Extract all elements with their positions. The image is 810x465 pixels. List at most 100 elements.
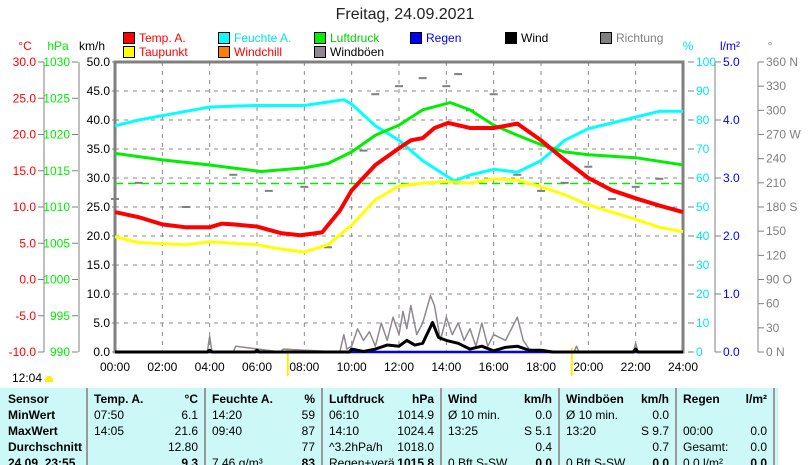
legend-swatch [505,32,517,44]
cell-value: 0.0 [750,424,767,438]
table-row: Ø 10 min. 0.0 [566,408,669,424]
axis-tick-label: 240 [766,152,786,166]
table-row: MaxWert [6,424,80,440]
axis-tick-label: 45.0 [87,84,111,98]
axis-tick-label: 1025 [43,91,70,105]
sun-icon [45,376,54,382]
axis-tick-label: 150 [766,224,786,238]
table-row: 77 [212,440,315,456]
x-tick-label: 08:00 [289,360,319,374]
cell-label: 0 Bft S-SW [566,456,626,465]
axis-tick-label: 3.0 [723,171,740,185]
legend-label: Windböen [330,45,385,59]
axis-tick-label: 1020 [43,128,70,142]
cell-value: 0.0 [652,456,669,465]
cell-label: Feuchte A. [212,392,273,406]
axis-tick-label: 120 [766,248,786,262]
table-row: 13:20 S 9.7 [566,424,669,440]
axis-tick-label: 50 [696,200,710,214]
cell-value: 12.80 [167,440,198,454]
series-line-luftdruck [114,101,684,173]
legend-swatch [123,32,135,44]
legend-item: Luftdruck [314,31,379,45]
axis-tick-label: 0.0 [723,345,740,359]
axis-tick-label: 5.0 [723,55,740,69]
axis-tick-label: 1.0 [723,287,740,301]
axis-tick-label: 90 O [766,273,792,287]
cell-label: 13:25 [448,424,479,438]
table-row: 14:05 21.6 [94,424,198,440]
legend-label: Wind [521,31,549,45]
cell-value: 0.0 [535,456,552,465]
cell-label: Regen [683,392,720,406]
table-row: Ø 10 min. 0.0 [448,408,552,424]
table-column: Regen l/m² 00:00 0.0 Gesamt: 0.0 0.0 l/m² 0.0 [677,388,775,465]
cell-value: km/h [640,392,669,406]
cell-label: 14:05 [94,424,125,438]
axis-tick-label: 5.0 [93,316,110,330]
table-row: Gesamt: 0.0 [683,440,767,456]
axis-tick-label: 995 [50,309,70,323]
table-row: Luftdruck hPa [329,392,434,408]
table-row: 06:10 1014.9 [329,408,434,424]
axis-tick-label: 30.0 [13,55,37,69]
table-row: 00:00 0.0 [683,424,767,440]
cell-value: 87 [301,424,315,438]
legend-swatch [600,32,612,44]
table-row: 24.09. 23:55 [6,456,80,465]
cell-value: 21.6 [174,424,198,438]
axis-tick-label: 50.0 [87,55,111,69]
table-row: Durchschnitt [6,440,83,456]
cell-value: S 5.1 [523,424,552,438]
x-tick-label: 06:00 [242,360,272,374]
axis-tick-label: 990 [50,345,70,359]
axis-tick-label: 1015 [43,164,70,178]
series-line-wind [115,320,683,354]
legend-swatch [123,46,135,58]
axis-tick-label: 25.0 [13,91,37,105]
axis-tick-label: 1005 [43,236,70,250]
table-column: Windböen km/h Ø 10 min. 0.0 13:20 S 9.7 0.7 0 B… [560,388,677,465]
legend-item: Temp. A. [123,31,186,45]
cell-label: Temp. A. [94,392,144,406]
cell-value: 6.1 [181,408,198,422]
cell-label: Sensor [8,392,49,406]
cell-label: 06:10 [329,408,360,422]
table-column: Feuchte A.% 14:20 59 09:40 87 77 7.46 g/m³ 83 [206,388,323,465]
axis-tick-label: 60 [766,297,780,311]
legend-item: Feuchte A. [218,31,291,45]
cell-value: 0.4 [535,440,552,454]
cell-label: Regen+verä [329,456,395,465]
axis-tick-label: 10.0 [87,287,111,301]
axis-unit-label: °C [18,39,32,53]
cell-label: MaxWert [8,424,58,438]
legend-item: Regen [410,31,461,45]
axis-tick-label: 30.0 [87,171,111,185]
table-row: 0.0 l/m² 0.0 [683,456,767,465]
axis-tick-label: 5.0 [19,236,36,250]
series-line-temp-a- [114,120,684,238]
cell-label: ^3.2hPa/h [329,440,383,454]
axis-tick-label: 1000 [43,273,70,287]
series-line-windb-en [115,294,683,353]
x-tick-label: 04:00 [195,360,225,374]
statistics-table: Sensor MinWert MaxWert Durchschnitt 24.09. 2… [0,388,778,465]
cell-value: 59 [301,408,315,422]
legend-swatch [218,32,230,44]
table-row: 14:20 59 [212,408,315,424]
legend-label: Richtung [616,31,664,45]
table-row: Regen+verä 1015.8 [329,456,434,465]
table-row: 13:25 S 5.1 [448,424,552,440]
cell-label: 09:40 [212,424,243,438]
axis-tick-label: 40.0 [87,113,111,127]
x-tick-label: 22:00 [621,360,651,374]
axis-tick-label: 330 [766,79,786,93]
table-column: Temp. A. °C 07:50 6.1 14:05 21.6 12.80 9.3 [88,388,206,465]
axis-tick-label: 90 [696,84,710,98]
cell-label: Durchschnitt [8,440,83,454]
axis-tick-label: -5.0 [15,309,36,323]
axis-tick-label: 40 [696,229,710,243]
table-row: ^3.2hPa/h 1018.0 [329,440,434,456]
table-row: 12.80 [94,440,198,456]
